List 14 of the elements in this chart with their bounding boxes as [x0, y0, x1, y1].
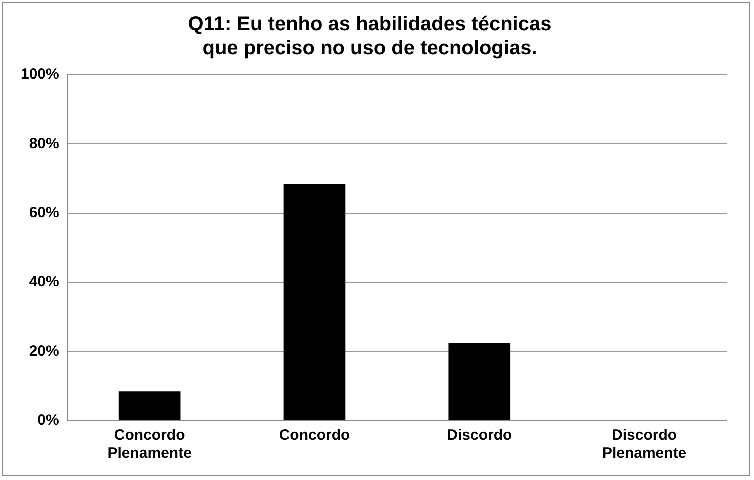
x-tick-label: Concordo Plenamente — [108, 427, 192, 462]
y-tick-label: 20% — [29, 342, 60, 360]
bar — [448, 343, 511, 420]
bar — [284, 184, 346, 420]
x-tick-label: Concordo — [279, 427, 350, 444]
y-tick-label: 100% — [20, 66, 60, 84]
y-tick-label: 60% — [29, 204, 60, 222]
x-tick-label: Discordo Plenamente — [602, 427, 687, 462]
y-tick-label: 80% — [29, 135, 60, 152]
y-tick-label: 40% — [29, 274, 60, 291]
x-tick-label: Discordo — [447, 427, 512, 444]
y-tick-label: 0% — [38, 412, 60, 430]
chart-title: Q11: Eu tenho as habilidades técnicas que preciso no uso de tecnologias. — [188, 14, 552, 60]
bar — [118, 392, 181, 420]
